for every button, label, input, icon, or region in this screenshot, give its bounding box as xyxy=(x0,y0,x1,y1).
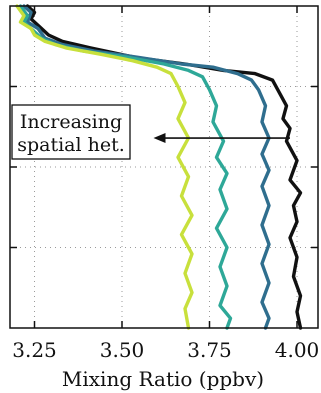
x-tick-labels: 3.25 3.50 3.75 4.00 xyxy=(12,338,319,362)
series-line-1 xyxy=(25,4,303,330)
spatial-heterogeneity-annotation: Increasing spatial het. xyxy=(11,104,290,160)
data-series xyxy=(15,4,303,330)
x-tick-label-2: 3.75 xyxy=(187,338,232,362)
x-axis-title: Mixing Ratio (ppbv) xyxy=(62,367,264,391)
grid-lines xyxy=(10,6,318,328)
annotation-text-line-2: spatial het. xyxy=(17,134,125,156)
x-tick-label-3: 4.00 xyxy=(275,338,320,362)
annotation-box xyxy=(11,104,131,160)
series-line-2 xyxy=(22,4,271,330)
annotation-text-line-1: Increasing xyxy=(20,111,122,133)
series-line-4 xyxy=(15,4,194,330)
x-tick-label-1: 3.50 xyxy=(100,338,145,362)
x-tick-label-0: 3.25 xyxy=(12,338,57,362)
annotation-arrowhead xyxy=(153,133,166,144)
axis-ticks xyxy=(10,6,318,328)
